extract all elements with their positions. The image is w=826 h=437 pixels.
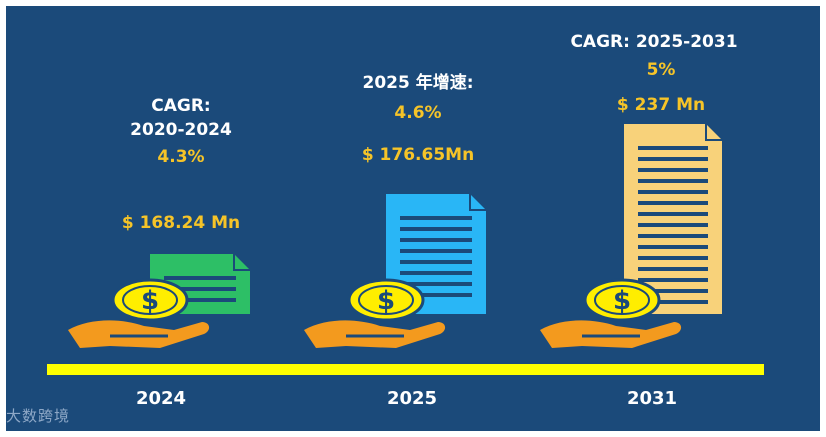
value-group-2024: $ xyxy=(68,254,250,348)
value-label-2031: $ 237 Mn xyxy=(616,95,706,115)
money-hand-icon xyxy=(304,320,446,348)
value-group-2025: $ xyxy=(304,194,486,348)
money-hand-icon xyxy=(68,320,210,348)
document-lines xyxy=(164,276,236,302)
year-label-2024: 2024 xyxy=(135,388,187,409)
cagr-period-2024: 2020-2024 xyxy=(130,120,232,140)
cagr-rate-2031: 5% xyxy=(646,60,676,80)
money-hand-icon xyxy=(540,320,682,348)
value-label-2025: $ 176.65Mn xyxy=(361,145,475,165)
cagr-heading-2031: CAGR: 2025-2031 xyxy=(570,32,738,52)
svg-text:$: $ xyxy=(377,286,395,316)
svg-text:$: $ xyxy=(613,286,631,316)
cagr-rate-2024: 4.3% xyxy=(157,147,205,167)
value-group-2031: $ xyxy=(540,124,722,348)
dollar-coin-icon: $ xyxy=(111,278,189,322)
document-lines xyxy=(638,146,708,304)
growth-rate-2025: 4.6% xyxy=(394,103,442,123)
year-label-2025: 2025 xyxy=(386,388,438,409)
cagr-heading-2024: CAGR: xyxy=(151,96,211,116)
growth-heading-2025: 2025 年增速: xyxy=(362,73,474,93)
timeline-bar xyxy=(47,364,764,375)
watermark: 大数跨境 xyxy=(6,407,71,425)
svg-text:$: $ xyxy=(141,286,159,316)
year-label-2031: 2031 xyxy=(626,388,678,409)
dollar-coin-icon: $ xyxy=(347,278,425,322)
document-lines xyxy=(400,216,472,297)
dollar-coin-icon: $ xyxy=(583,278,661,322)
value-label-2024: $ 168.24 Mn xyxy=(121,213,241,233)
